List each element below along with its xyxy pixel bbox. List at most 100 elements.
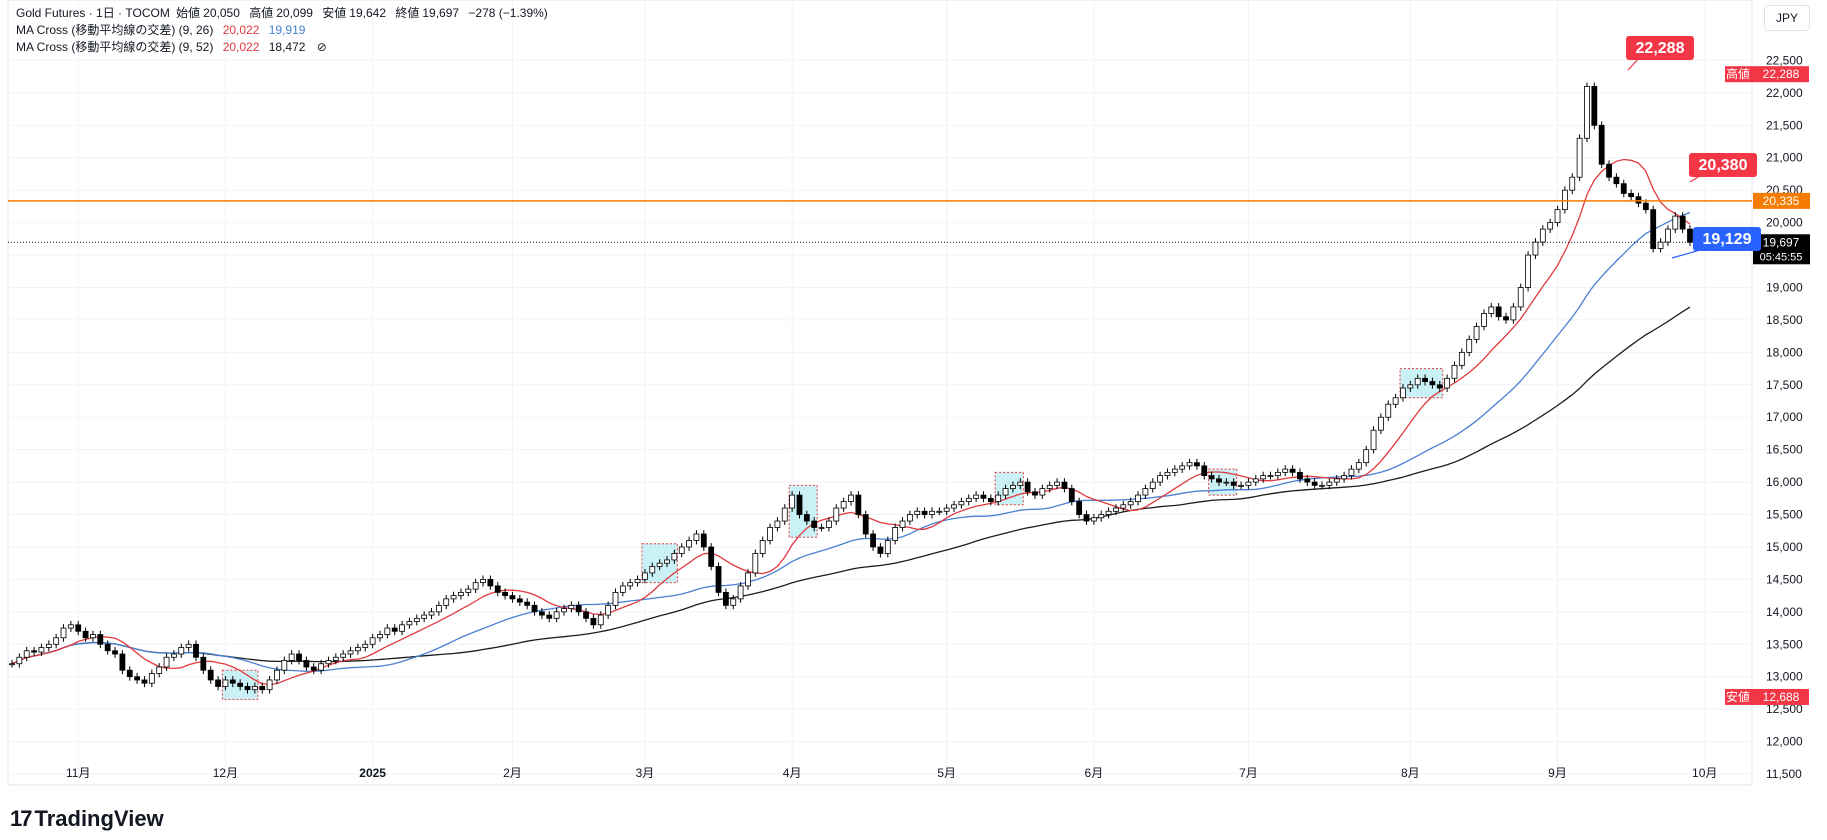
candle-body bbox=[561, 608, 567, 613]
candle-body bbox=[266, 679, 273, 691]
candle-body bbox=[1547, 222, 1554, 230]
candle-body bbox=[332, 656, 339, 661]
candle-body bbox=[811, 520, 818, 528]
candle-body bbox=[391, 627, 398, 632]
candle-body bbox=[678, 546, 685, 554]
candle-body bbox=[90, 634, 96, 639]
candle-body bbox=[1525, 254, 1531, 288]
eye-hidden-icon[interactable]: ⊘ bbox=[316, 40, 327, 54]
candle-body bbox=[178, 647, 185, 655]
legend-ma2-row[interactable]: MA Cross (移動平均線の交差) (9, 52) 20,022 18,47… bbox=[16, 39, 330, 55]
candle-body bbox=[399, 624, 405, 632]
candle-body bbox=[715, 566, 722, 593]
candle-body bbox=[980, 494, 987, 499]
candle-body bbox=[480, 579, 486, 584]
countdown-label: 05:45:55 bbox=[1760, 251, 1803, 263]
candle-body bbox=[75, 624, 82, 632]
candle-body bbox=[200, 656, 207, 671]
candle-body bbox=[1319, 484, 1325, 487]
candle-body bbox=[686, 540, 692, 548]
high-value: 20,099 bbox=[276, 6, 313, 20]
callout-box bbox=[1689, 153, 1757, 177]
legend-ma1-row[interactable]: MA Cross (移動平均線の交差) (9, 26) 20,022 19,91… bbox=[16, 22, 308, 38]
candle-body bbox=[1127, 501, 1134, 506]
candle-body bbox=[274, 669, 280, 681]
y-tick-label: 13,500 bbox=[1766, 637, 1803, 651]
candle-body bbox=[1223, 481, 1230, 484]
ma1-name: MA Cross (移動平均線の交差) (9, 26) bbox=[16, 23, 214, 37]
candle-body bbox=[649, 566, 656, 574]
x-tick-label: 7月 bbox=[1239, 766, 1258, 780]
candle-body bbox=[906, 514, 913, 522]
candle-body bbox=[421, 614, 428, 619]
candle-body bbox=[745, 572, 751, 587]
candle-body bbox=[1297, 471, 1303, 480]
candle-body bbox=[31, 650, 37, 653]
candle-body bbox=[259, 686, 266, 691]
candle-body bbox=[700, 533, 707, 548]
candle-body bbox=[1032, 491, 1038, 496]
last-price-label: 19,697 bbox=[1763, 235, 1800, 249]
y-tick-label: 22,000 bbox=[1766, 86, 1803, 100]
candle-body bbox=[1024, 481, 1031, 493]
candle-body bbox=[642, 572, 648, 580]
candle-body bbox=[1039, 488, 1046, 496]
y-tick-label: 14,500 bbox=[1766, 572, 1803, 586]
candle-body bbox=[1672, 215, 1679, 230]
low-marker-value-label: 12,688 bbox=[1763, 690, 1800, 704]
candle-body bbox=[943, 507, 950, 512]
candle-body bbox=[730, 598, 737, 606]
high-marker-tag bbox=[1725, 66, 1809, 83]
candle-body bbox=[818, 527, 825, 529]
candle-body bbox=[605, 604, 612, 616]
candle-body bbox=[450, 595, 457, 600]
candle-body bbox=[870, 533, 876, 548]
candle-body bbox=[722, 591, 729, 606]
currency-button[interactable]: JPY bbox=[1764, 5, 1810, 31]
candle-body bbox=[833, 507, 840, 522]
candle-body bbox=[1363, 449, 1370, 464]
x-tick-label: 3月 bbox=[636, 766, 655, 780]
candle-body bbox=[995, 494, 1002, 502]
candle-body bbox=[1201, 465, 1208, 477]
y-tick-label: 18,500 bbox=[1766, 313, 1803, 327]
x-tick-label: 4月 bbox=[783, 766, 802, 780]
candle-body bbox=[1657, 241, 1664, 249]
candle-body bbox=[1642, 202, 1649, 211]
candle-body bbox=[929, 510, 935, 515]
candle-body bbox=[494, 585, 501, 593]
legend-symbol-row: Gold Futures · 1日 · TOCOM 始値 20,050 高値 20,… bbox=[16, 6, 548, 20]
candle-body bbox=[325, 660, 332, 665]
candle-body bbox=[1341, 475, 1347, 480]
candle-body bbox=[67, 624, 74, 629]
candle-body bbox=[413, 617, 420, 622]
candle-body bbox=[914, 510, 921, 515]
tradingview-logo[interactable]: 17 TradingView bbox=[10, 806, 164, 832]
x-tick-label: 5月 bbox=[937, 766, 956, 780]
candle-body bbox=[1436, 384, 1443, 389]
candle-body bbox=[1326, 481, 1333, 486]
candle-body bbox=[1385, 403, 1392, 418]
candle-body bbox=[958, 501, 965, 506]
candle-body bbox=[53, 637, 60, 645]
ma1-fast-value: 20,022 bbox=[222, 23, 260, 37]
candle-body bbox=[619, 585, 626, 593]
candle-body bbox=[229, 679, 236, 684]
candle-body bbox=[207, 669, 214, 681]
candle-body bbox=[134, 676, 141, 681]
candle-body bbox=[936, 510, 943, 513]
candle-body bbox=[840, 501, 847, 509]
candle-body bbox=[965, 497, 972, 502]
candle-body bbox=[951, 504, 957, 509]
ma-26-line bbox=[11, 211, 1691, 673]
symbol-name[interactable]: Gold Futures · 1日 · TOCOM bbox=[16, 6, 170, 20]
ma2-slow-value: 18,472 bbox=[268, 40, 306, 54]
candle-body bbox=[244, 686, 251, 691]
y-tick-label: 22,500 bbox=[1766, 53, 1803, 67]
candle-body bbox=[435, 604, 442, 613]
candle-body bbox=[406, 621, 413, 626]
candle-body bbox=[1348, 468, 1355, 477]
candle-body bbox=[1591, 85, 1598, 126]
close-value: 19,697 bbox=[422, 6, 460, 20]
